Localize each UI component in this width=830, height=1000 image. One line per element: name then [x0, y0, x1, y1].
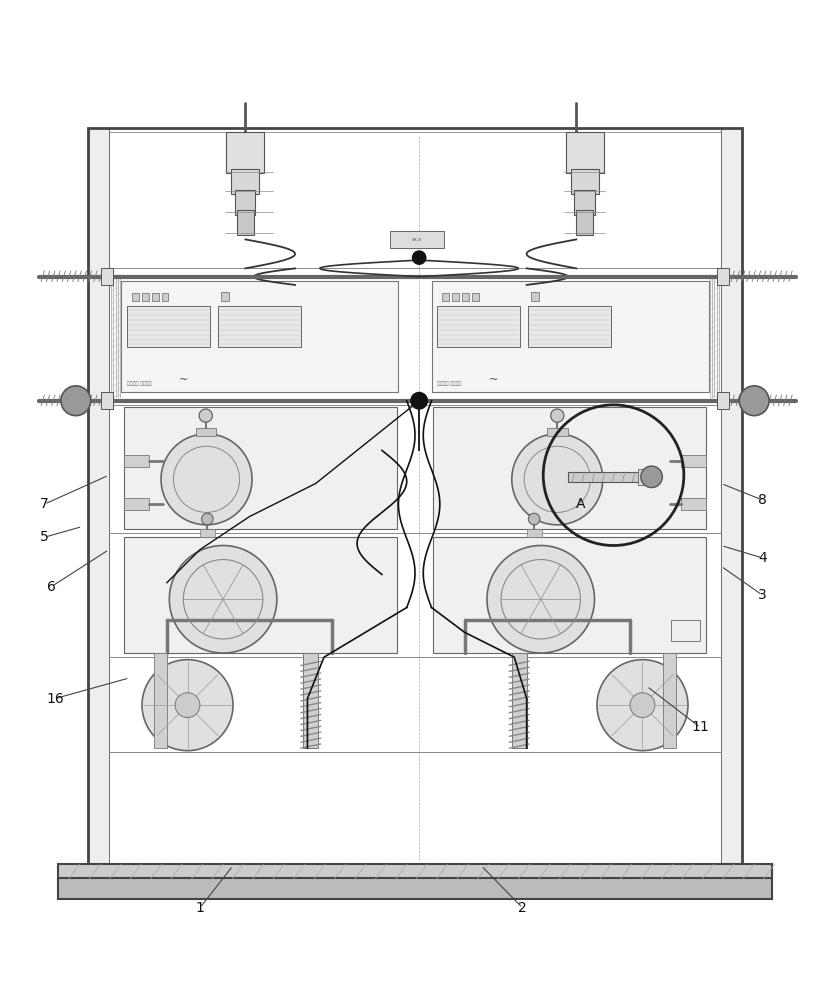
Text: 断电检测 三通字符: 断电检测 三通字符	[437, 381, 461, 386]
Circle shape	[529, 513, 540, 525]
Bar	[127, 306, 210, 347]
Bar	[100, 268, 113, 285]
Bar	[681, 455, 706, 467]
Bar	[568, 472, 647, 482]
Bar	[721, 128, 742, 868]
Text: xx.x: xx.x	[412, 237, 422, 242]
Bar	[433, 537, 706, 653]
Text: 11: 11	[691, 720, 710, 734]
Bar	[576, 210, 593, 235]
Circle shape	[169, 545, 277, 653]
Text: ~: ~	[489, 375, 498, 385]
Bar	[100, 132, 730, 864]
Circle shape	[630, 693, 655, 718]
Bar	[717, 392, 730, 409]
Bar	[227, 132, 265, 173]
Bar	[681, 498, 706, 510]
Circle shape	[413, 251, 426, 264]
Bar	[433, 407, 706, 529]
Circle shape	[161, 434, 252, 525]
Bar	[547, 428, 568, 436]
Bar	[570, 169, 598, 194]
Text: 16: 16	[46, 692, 64, 706]
Bar	[124, 537, 397, 653]
Bar	[237, 210, 254, 235]
Bar	[442, 293, 449, 301]
Bar	[462, 293, 469, 301]
Bar	[124, 498, 149, 510]
Bar	[232, 169, 260, 194]
Circle shape	[512, 434, 603, 525]
Bar	[390, 231, 444, 248]
Bar	[57, 878, 773, 899]
Circle shape	[487, 545, 594, 653]
Circle shape	[740, 386, 769, 416]
Circle shape	[199, 409, 212, 422]
Text: 7: 7	[40, 497, 49, 511]
Bar	[121, 281, 398, 392]
Bar	[452, 293, 459, 301]
Text: 2: 2	[518, 901, 527, 915]
Circle shape	[597, 660, 688, 751]
Text: 1: 1	[196, 901, 204, 915]
Bar	[437, 306, 520, 347]
Bar	[152, 293, 159, 301]
Bar	[221, 292, 229, 301]
Bar	[132, 293, 139, 301]
Bar	[162, 293, 168, 301]
Text: ~: ~	[178, 375, 188, 385]
Bar	[200, 529, 215, 537]
Text: 4: 4	[758, 551, 767, 565]
Bar	[432, 281, 709, 392]
Text: 8: 8	[758, 493, 767, 507]
Bar	[472, 293, 479, 301]
Bar	[88, 128, 109, 868]
Circle shape	[550, 409, 564, 422]
Text: A: A	[576, 497, 585, 511]
Circle shape	[175, 693, 200, 718]
Circle shape	[641, 466, 662, 488]
Bar	[574, 190, 594, 215]
Bar	[57, 864, 773, 881]
Text: 断电检测 三通字符: 断电检测 三通字符	[127, 381, 152, 386]
Text: 6: 6	[46, 580, 56, 594]
Bar	[531, 292, 539, 301]
Circle shape	[142, 660, 233, 751]
Bar	[638, 469, 645, 485]
Bar	[512, 653, 527, 748]
Bar	[565, 132, 603, 173]
Bar	[218, 306, 300, 347]
Circle shape	[411, 392, 427, 409]
Text: 3: 3	[758, 588, 767, 602]
Circle shape	[202, 513, 213, 525]
Bar	[154, 653, 167, 748]
Bar	[671, 620, 701, 641]
Bar	[88, 128, 742, 868]
Bar	[124, 455, 149, 467]
Text: 5: 5	[40, 530, 49, 544]
Bar	[142, 293, 149, 301]
Bar	[527, 529, 541, 537]
Bar	[124, 407, 397, 529]
Bar	[196, 428, 217, 436]
Bar	[100, 392, 113, 409]
Bar	[717, 268, 730, 285]
Bar	[235, 190, 256, 215]
Bar	[529, 306, 611, 347]
Bar	[303, 653, 318, 748]
Circle shape	[61, 386, 90, 416]
Bar	[663, 653, 676, 748]
